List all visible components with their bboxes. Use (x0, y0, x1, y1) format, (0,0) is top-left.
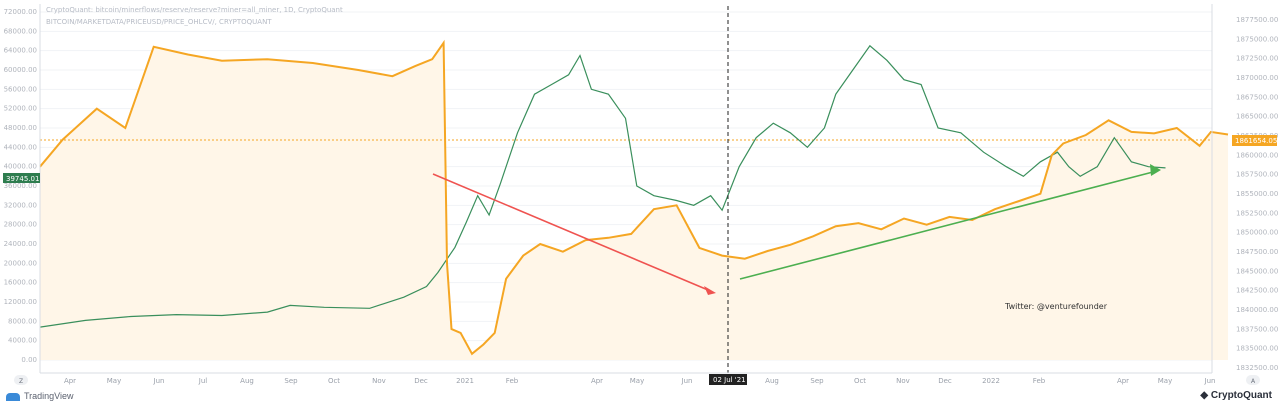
x-tick: Apr (591, 377, 603, 385)
footer-bar: TradingView ◆ CryptoQuant (0, 388, 1280, 407)
x-tick: Jul (198, 377, 208, 385)
y-right-tick: 1875000.00 (1236, 35, 1278, 43)
x-tick: May (107, 377, 121, 385)
pane-button-left-label: Z (19, 378, 23, 385)
cryptoquant-label: CryptoQuant (1210, 390, 1272, 401)
reserve-series (39, 39, 1229, 356)
y-left-tick: 40000.00 (4, 163, 37, 171)
y-left-tick: 68000.00 (4, 27, 37, 35)
y-right-tick: 1852500.00 (1236, 209, 1278, 217)
y-right-tick: 1855000.00 (1236, 190, 1278, 198)
downtrend-line (432, 173, 709, 291)
y-right-tick: 1865000.00 (1236, 113, 1278, 121)
y-left-tick: 52000.00 (4, 105, 37, 113)
x-tick: Oct (328, 377, 340, 385)
crosshair-date-badge (709, 374, 747, 385)
y-right-tick: 1847500.00 (1236, 248, 1278, 256)
y-left-tick: 8000.00 (8, 317, 37, 325)
y-left-tick: 36000.00 (4, 182, 37, 190)
x-tick: Aug (240, 377, 254, 385)
y-left-tick: 12000.00 (4, 298, 37, 306)
y-right-tick: 1860000.00 (1236, 151, 1278, 159)
pane-button-left[interactable] (14, 375, 28, 385)
x-tick: 2022 (982, 377, 1000, 385)
downtrend-arrowhead (704, 286, 716, 295)
y-right-tick: 1877500.00 (1236, 16, 1278, 24)
y-right-tick: 1845000.00 (1236, 267, 1278, 275)
reserve-area (40, 42, 1228, 361)
x-tick: Jun (153, 377, 165, 385)
x-tick: Aug (765, 377, 779, 385)
y-right-tick: 1867500.00 (1236, 93, 1278, 101)
price-label: 39745.01 (6, 175, 39, 183)
reserve-label-badge (1232, 135, 1277, 146)
y-right-tick: 1872500.00 (1236, 55, 1278, 63)
price-series (39, 44, 1166, 328)
x-tick: Apr (64, 377, 76, 385)
pane-button-right[interactable] (1246, 375, 1260, 385)
uptrend-arrowhead (1150, 164, 1161, 176)
reserve-label: 1861654.05 (1235, 137, 1277, 145)
cryptoquant-logo: ◆ CryptoQuant (1200, 390, 1272, 401)
x-tick: May (630, 377, 644, 385)
x-tick: Apr (1117, 377, 1129, 385)
uptrend-line (739, 171, 1154, 280)
cryptoquant-icon: ◆ (1200, 390, 1211, 401)
y-left-tick: 60000.00 (4, 66, 37, 74)
y-left-tick: 44000.00 (4, 143, 37, 151)
tradingview-label: TradingView (24, 391, 74, 401)
y-left-tick: 0.00 (21, 356, 37, 364)
x-tick: Nov (372, 377, 386, 385)
x-tick: Jun (681, 377, 693, 385)
y-left-tick: 48000.00 (4, 124, 37, 132)
y-right-tick: 1837500.00 (1236, 325, 1278, 333)
tradingview-icon (6, 392, 20, 401)
x-tick: Feb (506, 377, 519, 385)
x-tick: Dec (938, 377, 952, 385)
y-left-tick: 4000.00 (8, 337, 37, 345)
x-tick: Feb (1033, 377, 1046, 385)
chart-header-line2: BITCOIN/MARKETDATA/PRICEUSD/PRICE_OHLCV/… (46, 18, 272, 26)
x-tick: 2021 (456, 377, 474, 385)
y-left-tick: 28000.00 (4, 221, 37, 229)
tradingview-logo[interactable]: TradingView (6, 391, 74, 401)
x-tick: Dec (414, 377, 428, 385)
x-tick: Nov (896, 377, 910, 385)
pane-button-right-label: A (1251, 378, 1256, 385)
y-right-tick: 1835000.00 (1236, 345, 1278, 353)
y-right-tick: 1850000.00 (1236, 229, 1278, 237)
x-tick: May (1158, 377, 1172, 385)
y-right-tick: 1840000.00 (1236, 306, 1278, 314)
y-left-tick: 16000.00 (4, 279, 37, 287)
y-left-tick: 64000.00 (4, 47, 37, 55)
crosshair-date-label: 02 Jul '21 (713, 376, 746, 384)
y-left-tick: 20000.00 (4, 259, 37, 267)
y-right-tick: 1870000.00 (1236, 74, 1278, 82)
x-tick: Sep (284, 377, 298, 385)
x-tick: Oct (854, 377, 866, 385)
y-left-tick: 32000.00 (4, 201, 37, 209)
y-right-tick: 1842500.00 (1236, 287, 1278, 295)
y-right-tick: 1832500.00 (1236, 364, 1278, 372)
y-right-tick: 1857500.00 (1236, 171, 1278, 179)
x-tick: Jun (1204, 377, 1216, 385)
x-tick: Sep (810, 377, 824, 385)
y-left-tick: 56000.00 (4, 85, 37, 93)
y-left-tick: 72000.00 (4, 8, 37, 16)
y-left-tick: 24000.00 (4, 240, 37, 248)
price-label-badge (3, 173, 40, 183)
chart-header-line1: CryptoQuant: bitcoin/minerflows/reserve/… (46, 6, 343, 14)
twitter-annotation: Twitter: @venturefounder (1004, 302, 1108, 311)
